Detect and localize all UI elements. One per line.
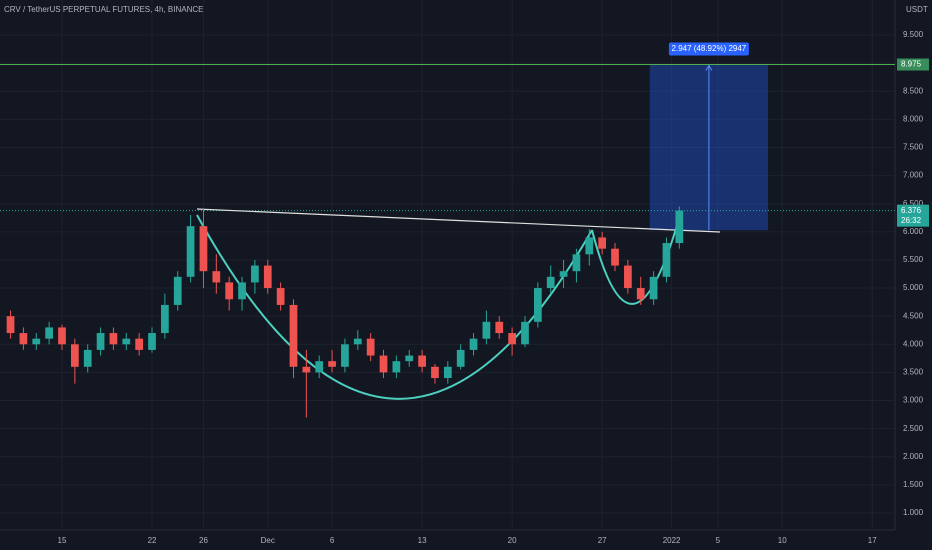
x-tick-label: Dec [261,536,275,545]
candle-body [533,288,542,322]
candle-body [19,333,28,345]
candle-body [263,265,272,289]
candle-body [649,276,658,300]
candle-body [495,321,504,334]
candle-body [482,321,491,339]
y-tick-label: 1.500 [903,480,924,489]
x-tick-label: 27 [598,536,607,545]
candle-body [443,366,452,379]
candle-body [546,276,555,289]
currency-label: USDT [906,5,928,14]
candle-body [456,349,465,367]
x-tick-label: 15 [58,536,67,545]
measure-arrowhead [705,64,713,71]
last-price-label-bg [897,204,929,227]
last-price-label: 6.376 [901,206,922,215]
target-label: 8.975 [901,60,922,69]
y-tick-label: 2.000 [903,452,924,461]
candle-body [302,366,311,373]
candle-body [662,243,671,277]
candle-body [624,265,632,289]
y-tick-label: 9.500 [903,30,924,39]
candle-body [135,338,144,350]
candle-body [83,349,92,367]
candle-body [559,271,568,277]
candle-body [173,276,182,305]
y-tick-label: 4.500 [903,311,924,320]
countdown-label: 26:32 [901,216,922,225]
x-tick-label: 22 [148,536,157,545]
candle-body [212,271,221,283]
candle-body [32,338,41,345]
candle-body [353,338,362,345]
y-tick-label: 7.000 [903,171,924,180]
candle-body [636,288,645,300]
y-tick-label: 6.000 [903,227,924,236]
candle-body [431,366,439,379]
candle-body [109,333,118,345]
candle-body [70,344,79,367]
y-tick-label: 1.000 [903,508,924,517]
candle-body [45,327,53,339]
candle-body [6,316,15,334]
x-tick-label: 17 [868,536,877,545]
x-tick-label: 26 [199,536,208,545]
measure-label-bg [668,42,749,56]
candle-body [675,210,684,244]
x-tick-label: 13 [418,536,427,545]
measure-label: 2.947 (48.92%) 2947 [672,44,747,53]
x-tick-label: 10 [778,536,787,545]
candle-body [611,248,619,266]
candle-body [508,333,516,345]
candle-body [161,304,169,334]
candle-body [405,355,414,362]
candle-body [251,265,259,283]
y-tick-label: 6.500 [903,199,924,208]
candle-body [315,361,324,373]
chart-title: CRV / TetherUS PERPETUAL FUTURES, 4h, BI… [4,5,203,14]
target-label-bg [897,58,929,71]
y-tick-label: 2.500 [903,424,924,433]
candle-body [418,355,426,367]
candle-body [341,344,349,367]
candle-body [58,327,66,345]
x-tick-label: 6 [330,536,335,545]
candle-body [521,321,529,345]
candle-body [96,333,105,350]
x-tick-label: 20 [508,536,517,545]
y-tick-label: 5.000 [903,283,924,292]
y-tick-label: 8.000 [903,114,924,123]
candle-body [225,282,234,300]
candle-body [148,333,156,350]
y-tick-label: 3.500 [903,368,924,377]
y-tick-label: 8.500 [903,86,924,95]
y-tick-label: 7.500 [903,143,924,152]
candle-body [585,237,594,255]
trend-line [196,208,721,233]
x-tick-label: 2022 [663,536,681,545]
candle-body [276,288,285,305]
y-tick-label: 5.500 [903,255,924,264]
candle-body [238,282,246,300]
candle-body [469,338,478,350]
candle-body [598,237,607,249]
candle-body [289,304,298,367]
candle-body [392,361,401,373]
candle-body [199,226,208,272]
candle-body [366,338,375,356]
x-tick-label: 5 [716,536,721,545]
y-tick-label: 3.000 [903,396,924,405]
candle-body [122,338,131,345]
y-tick-label: 4.000 [903,339,924,348]
candle-body [379,355,388,373]
candle-body [328,361,336,367]
candle-body [186,226,195,277]
candle-body [572,254,581,272]
